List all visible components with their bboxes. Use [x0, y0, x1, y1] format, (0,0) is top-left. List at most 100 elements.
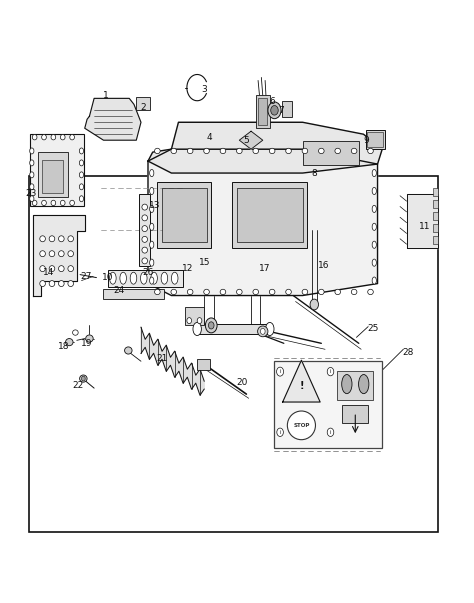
Ellipse shape	[372, 169, 376, 177]
Text: 3: 3	[201, 85, 207, 94]
Ellipse shape	[58, 280, 64, 286]
Bar	[108, 270, 183, 286]
Ellipse shape	[155, 289, 160, 295]
Bar	[28, 176, 438, 531]
Bar	[237, 188, 302, 242]
Bar	[433, 224, 438, 232]
Text: 1: 1	[103, 91, 109, 100]
Ellipse shape	[49, 266, 55, 271]
Ellipse shape	[70, 200, 74, 206]
Ellipse shape	[58, 251, 64, 257]
Ellipse shape	[70, 134, 74, 140]
Ellipse shape	[58, 266, 64, 271]
Ellipse shape	[142, 215, 147, 221]
Text: 13: 13	[149, 201, 161, 210]
Ellipse shape	[265, 323, 274, 335]
Ellipse shape	[142, 204, 147, 210]
Ellipse shape	[319, 148, 324, 154]
Ellipse shape	[187, 289, 193, 295]
Ellipse shape	[142, 226, 147, 232]
Polygon shape	[33, 215, 85, 295]
Bar	[433, 188, 438, 197]
Text: i: i	[279, 430, 281, 435]
Ellipse shape	[286, 289, 292, 295]
Ellipse shape	[68, 266, 73, 271]
Text: 24: 24	[113, 286, 125, 295]
Ellipse shape	[30, 148, 34, 154]
Ellipse shape	[120, 272, 127, 284]
Ellipse shape	[351, 148, 357, 154]
Text: !: !	[299, 381, 304, 391]
Ellipse shape	[42, 200, 46, 206]
Text: 6: 6	[269, 97, 275, 106]
Ellipse shape	[197, 318, 202, 324]
Ellipse shape	[286, 148, 292, 154]
Ellipse shape	[372, 241, 376, 248]
Ellipse shape	[32, 134, 37, 140]
Bar	[274, 361, 382, 448]
Ellipse shape	[335, 289, 340, 295]
Text: 2: 2	[140, 103, 146, 112]
Text: 19: 19	[82, 339, 93, 348]
Ellipse shape	[171, 289, 177, 295]
Ellipse shape	[32, 200, 37, 206]
Ellipse shape	[193, 323, 201, 335]
Ellipse shape	[277, 428, 283, 437]
Ellipse shape	[142, 247, 147, 253]
Text: i: i	[330, 430, 331, 435]
Ellipse shape	[150, 241, 154, 248]
Bar	[337, 371, 373, 400]
Ellipse shape	[49, 280, 55, 286]
Bar	[30, 134, 84, 206]
Ellipse shape	[30, 184, 34, 190]
Ellipse shape	[150, 188, 154, 195]
Ellipse shape	[161, 272, 168, 284]
Ellipse shape	[253, 148, 258, 154]
Ellipse shape	[237, 289, 242, 295]
Ellipse shape	[86, 335, 93, 342]
Text: 14: 14	[43, 268, 55, 277]
Polygon shape	[283, 360, 320, 402]
Text: 27: 27	[81, 272, 92, 281]
Ellipse shape	[109, 272, 116, 284]
Text: 26: 26	[142, 268, 154, 277]
Bar	[366, 130, 384, 149]
Text: 4: 4	[206, 133, 212, 142]
Text: 9: 9	[363, 136, 369, 145]
Ellipse shape	[205, 318, 217, 333]
Text: 22: 22	[72, 380, 83, 390]
Ellipse shape	[327, 428, 334, 437]
Text: STOP: STOP	[293, 423, 310, 428]
Ellipse shape	[150, 277, 154, 284]
Ellipse shape	[60, 134, 65, 140]
Ellipse shape	[368, 148, 374, 154]
Ellipse shape	[302, 148, 308, 154]
Ellipse shape	[30, 160, 34, 166]
Text: 25: 25	[367, 324, 379, 333]
Ellipse shape	[30, 172, 34, 178]
Ellipse shape	[171, 148, 177, 154]
Polygon shape	[148, 122, 382, 173]
Ellipse shape	[209, 322, 214, 329]
Ellipse shape	[68, 251, 73, 257]
Ellipse shape	[287, 411, 316, 440]
Ellipse shape	[372, 259, 376, 267]
Ellipse shape	[58, 236, 64, 242]
Text: 12: 12	[182, 264, 193, 273]
Bar	[342, 405, 368, 423]
Text: 7: 7	[279, 106, 284, 115]
Bar	[138, 194, 150, 266]
Ellipse shape	[187, 318, 191, 324]
Ellipse shape	[269, 289, 275, 295]
Ellipse shape	[79, 172, 83, 178]
Ellipse shape	[142, 258, 147, 264]
Bar	[162, 188, 207, 242]
Ellipse shape	[49, 236, 55, 242]
Bar	[256, 95, 270, 128]
Ellipse shape	[351, 289, 357, 295]
Text: 8: 8	[311, 169, 317, 177]
Ellipse shape	[79, 184, 83, 190]
Ellipse shape	[51, 200, 56, 206]
Text: 21: 21	[156, 354, 168, 363]
Bar	[232, 182, 307, 248]
